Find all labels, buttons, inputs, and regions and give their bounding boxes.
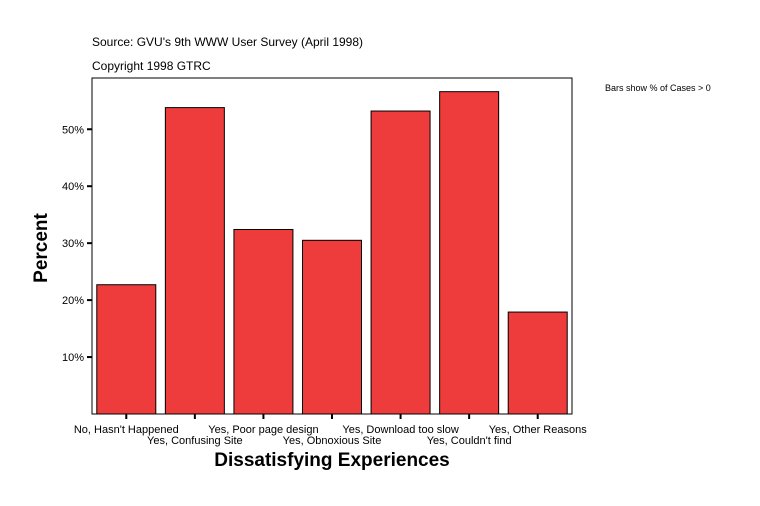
source-text: Source: GVU's 9th WWW User Survey (April…	[92, 35, 364, 49]
x-tick-label: Yes, Other Reasons	[489, 424, 588, 436]
bar	[233, 228, 294, 415]
bar	[164, 107, 225, 415]
x-tick-label: Yes, Download too slow	[342, 424, 458, 436]
y-tick-label: 50%	[62, 124, 84, 136]
y-tick-label: 40%	[62, 181, 84, 193]
x-tick-label: Yes, Obnoxious Site	[283, 435, 382, 447]
y-tick-label: 20%	[62, 295, 84, 307]
bar	[439, 91, 500, 415]
x-tick-label: Yes, Couldn't find	[427, 435, 512, 447]
x-tick-label: Yes, Confusing Site	[147, 435, 243, 447]
copyright-text: Copyright 1998 GTRC	[92, 59, 211, 73]
y-axis-label: Percent	[31, 212, 52, 282]
bar	[96, 284, 157, 415]
y-tick-label: 10%	[62, 352, 84, 364]
x-axis-label: Dissatisfying Experiences	[214, 450, 450, 471]
x-tick-label: No, Hasn't Happened	[74, 424, 179, 436]
bars-note: Bars show % of Cases > 0	[605, 83, 711, 93]
bar	[370, 110, 431, 415]
bar	[507, 311, 568, 415]
x-tick-label: Yes, Poor page design	[208, 424, 318, 436]
y-tick-label: 30%	[62, 238, 84, 250]
bar	[302, 239, 362, 415]
